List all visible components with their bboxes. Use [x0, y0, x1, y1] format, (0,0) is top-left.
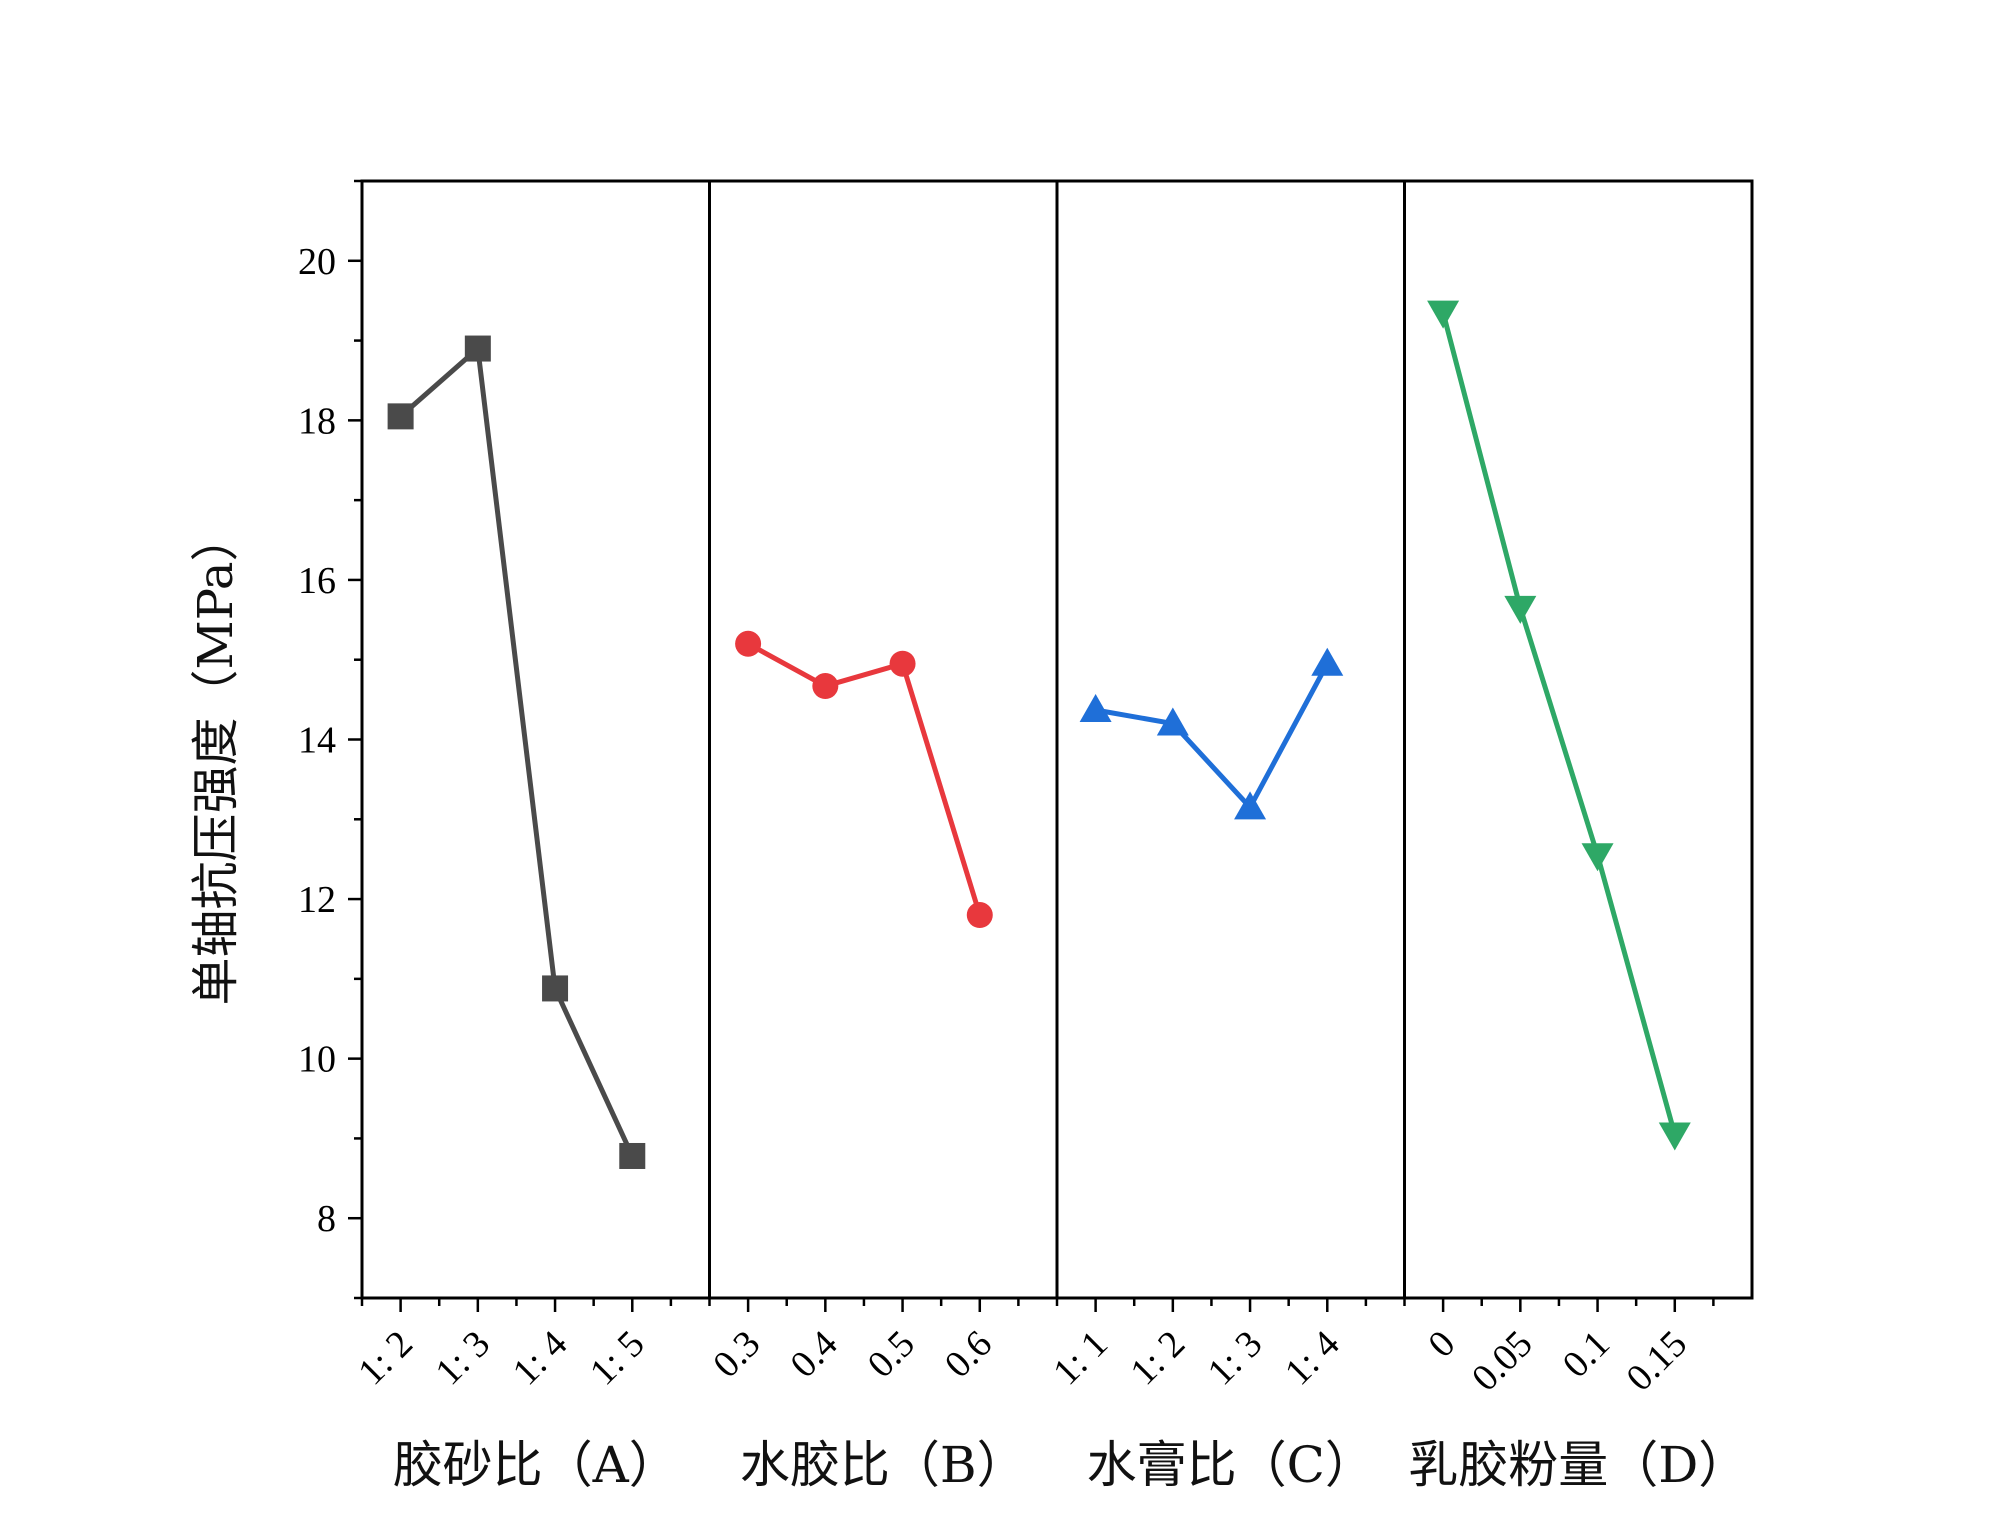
data-point	[1658, 1122, 1691, 1151]
series-line	[746, 641, 983, 916]
x-tick-label: 1: 5	[582, 1323, 653, 1394]
data-point	[889, 650, 916, 677]
data-point	[619, 1142, 646, 1169]
y-tick-label: 8	[317, 1198, 336, 1240]
x-tick-label: 1: 4	[1277, 1323, 1348, 1394]
data-point	[735, 630, 762, 657]
axes-layer	[348, 179, 1754, 1312]
x-tick-label: 0	[1420, 1323, 1463, 1366]
x-tick-label: 1: 3	[1200, 1323, 1271, 1394]
series-line	[398, 346, 635, 1158]
data-point	[387, 403, 414, 430]
x-tick-label: 0.5	[860, 1323, 923, 1386]
y-tick-label: 10	[298, 1039, 336, 1081]
y-tick-label: 14	[298, 720, 336, 762]
y-tick-label: 12	[298, 879, 336, 921]
marks-layer	[387, 300, 1691, 1169]
series-line	[1095, 662, 1330, 810]
x-tick-label: 0.1	[1555, 1323, 1618, 1386]
panel-x-title: 胶砂比（A）	[393, 1436, 679, 1494]
panel-x-title: 乳胶粉量（D）	[1408, 1436, 1748, 1494]
data-point	[464, 335, 491, 362]
data-point	[812, 673, 839, 700]
x-tick-label: 1: 3	[427, 1323, 498, 1394]
data-point	[1234, 791, 1267, 820]
x-tick-label: 0.3	[705, 1323, 768, 1386]
y-tick-label: 16	[298, 560, 336, 602]
data-point	[1581, 843, 1614, 872]
x-tick-label: 0.6	[937, 1323, 1000, 1386]
data-point	[1504, 595, 1537, 624]
data-point	[542, 975, 569, 1002]
data-point	[1311, 647, 1344, 676]
data-point	[1427, 300, 1460, 329]
x-tick-label: 1: 1	[1045, 1323, 1116, 1394]
x-tick-label: 1: 2	[350, 1323, 421, 1394]
panel-x-title: 水胶比（B）	[740, 1436, 1027, 1494]
y-tick-label: 18	[298, 400, 336, 442]
y-axis-title: 单轴抗压强度（MPa）	[188, 514, 244, 1006]
data-point	[966, 902, 993, 929]
panel-x-title: 水膏比（C）	[1087, 1436, 1375, 1494]
series-line	[1440, 312, 1678, 1136]
y-tick-label: 20	[298, 241, 336, 283]
x-tick-label: 0.15	[1618, 1323, 1695, 1400]
x-tick-label: 1: 2	[1122, 1323, 1193, 1394]
x-tick-label: 0.05	[1464, 1323, 1541, 1400]
x-tick-label: 1: 4	[505, 1323, 576, 1394]
x-tick-label: 0.4	[782, 1323, 845, 1386]
data-point	[1079, 693, 1112, 722]
data-point	[1156, 707, 1189, 736]
